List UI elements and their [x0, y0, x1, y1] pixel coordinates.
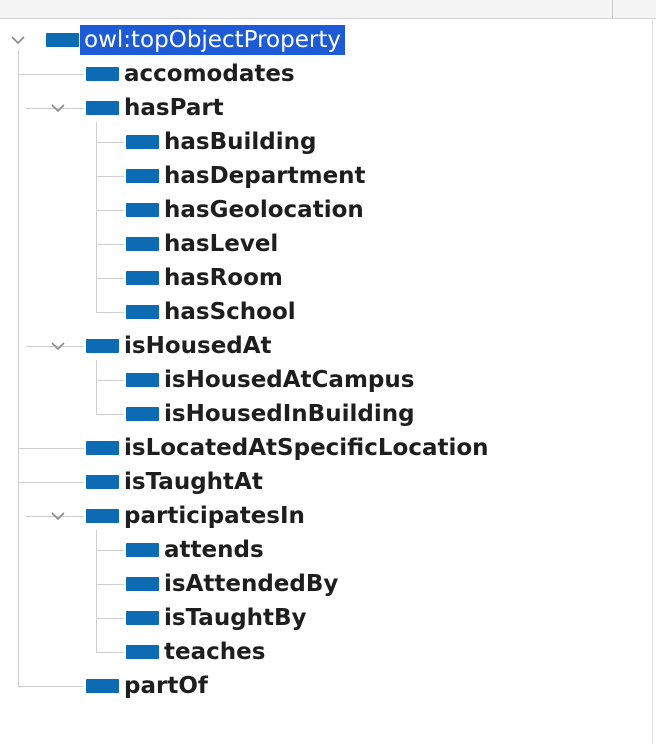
node-label: isLocatedAtSpecificLocation	[124, 435, 489, 461]
tree-guide-line	[96, 278, 124, 279]
tree-node[interactable]: isHousedInBuilding	[126, 398, 610, 430]
tree-node[interactable]: hasDepartment	[126, 160, 610, 192]
object-property-icon	[126, 543, 159, 557]
object-property-icon	[86, 475, 119, 489]
node-label: isTaughtBy	[164, 605, 307, 631]
node-label: hasDepartment	[164, 163, 366, 189]
tree-node[interactable]: isHousedAt	[86, 330, 610, 362]
tree-node[interactable]: hasPart	[86, 92, 610, 124]
tree-guide-line	[96, 176, 124, 177]
tree-node[interactable]: hasRoom	[126, 262, 610, 294]
node-label: teaches	[164, 639, 266, 665]
object-property-icon	[86, 509, 119, 523]
tree-guide-line	[18, 74, 84, 75]
object-property-icon	[126, 203, 159, 217]
node-label: hasSchool	[164, 299, 296, 325]
expand-toggle-participatesIn[interactable]	[50, 510, 66, 522]
object-property-icon	[126, 577, 159, 591]
tree-node[interactable]: isAttendedBy	[126, 568, 610, 600]
tree-node[interactable]: isTaughtBy	[126, 602, 610, 634]
object-property-icon	[126, 169, 159, 183]
tree-guide-line	[96, 142, 124, 143]
panel-header	[0, 0, 656, 19]
panel-border	[652, 18, 653, 744]
object-property-icon	[126, 305, 159, 319]
expand-toggle-hasPart[interactable]	[50, 102, 66, 114]
tree-node[interactable]: teaches	[126, 636, 610, 668]
header-divider	[612, 0, 613, 18]
node-label: isHousedInBuilding	[164, 401, 415, 427]
tree-guide-line	[18, 686, 84, 687]
tree-guide-line	[96, 584, 124, 585]
tree-node[interactable]: hasBuilding	[126, 126, 610, 158]
object-property-icon	[86, 679, 119, 693]
root-expand-toggle[interactable]	[10, 34, 26, 46]
tree-node[interactable]: hasLevel	[126, 228, 610, 260]
node-label: hasRoom	[164, 265, 283, 291]
tree-guide-line	[96, 210, 124, 211]
node-label: hasPart	[124, 95, 224, 121]
node-label: attends	[164, 537, 264, 563]
object-property-icon	[86, 101, 119, 115]
tree-guide-line	[96, 360, 97, 414]
tree-guide-line	[96, 244, 124, 245]
node-label: isHousedAt	[124, 333, 272, 359]
node-label: hasGeolocation	[164, 197, 364, 223]
expand-toggle-isHousedAt[interactable]	[50, 340, 66, 352]
node-label: isTaughtAt	[124, 469, 263, 495]
tree-guide-line	[96, 550, 124, 551]
object-property-icon	[86, 67, 119, 81]
selected-node-label: owl:topObjectProperty	[80, 25, 345, 55]
object-property-icon	[126, 645, 159, 659]
tree-node[interactable]: isHousedAtCampus	[126, 364, 610, 396]
object-property-icon	[126, 611, 159, 625]
node-label: partOf	[124, 673, 208, 699]
tree-node[interactable]: accomodates	[86, 58, 610, 90]
tree-node[interactable]: owl:topObjectProperty	[46, 24, 610, 56]
node-label: isHousedAtCampus	[164, 367, 415, 393]
object-property-icon	[86, 339, 119, 353]
node-label: hasBuilding	[164, 129, 317, 155]
tree-guide-line	[18, 448, 84, 449]
tree-node[interactable]: attends	[126, 534, 610, 566]
tree-guide-line	[96, 380, 124, 381]
tree-node[interactable]: isLocatedAtSpecificLocation	[86, 432, 610, 464]
tree-guide-line	[96, 652, 124, 653]
object-property-icon	[126, 271, 159, 285]
tree-node[interactable]: isTaughtAt	[86, 466, 610, 498]
tree-guide-line	[96, 312, 124, 313]
tree-guide-line	[96, 618, 124, 619]
tree-guide-line	[96, 414, 124, 415]
tree-node[interactable]: hasGeolocation	[126, 194, 610, 226]
object-property-icon	[86, 441, 119, 455]
tree-node[interactable]: partOf	[86, 670, 610, 702]
tree-guide-line	[18, 482, 84, 483]
tree-node[interactable]: hasSchool	[126, 296, 610, 328]
object-property-icon	[46, 33, 79, 47]
object-property-icon	[126, 237, 159, 251]
node-label: accomodates	[124, 61, 295, 87]
object-property-icon	[126, 407, 159, 421]
tree-guide-line	[18, 50, 19, 686]
node-label: hasLevel	[164, 231, 279, 257]
node-label: participatesIn	[124, 503, 305, 529]
tree-guide-line	[96, 530, 97, 652]
node-label: isAttendedBy	[164, 571, 339, 597]
tree-node[interactable]: participatesIn	[86, 500, 610, 532]
tree-guide-line	[96, 122, 97, 312]
object-property-icon	[126, 373, 159, 387]
object-property-icon	[126, 135, 159, 149]
